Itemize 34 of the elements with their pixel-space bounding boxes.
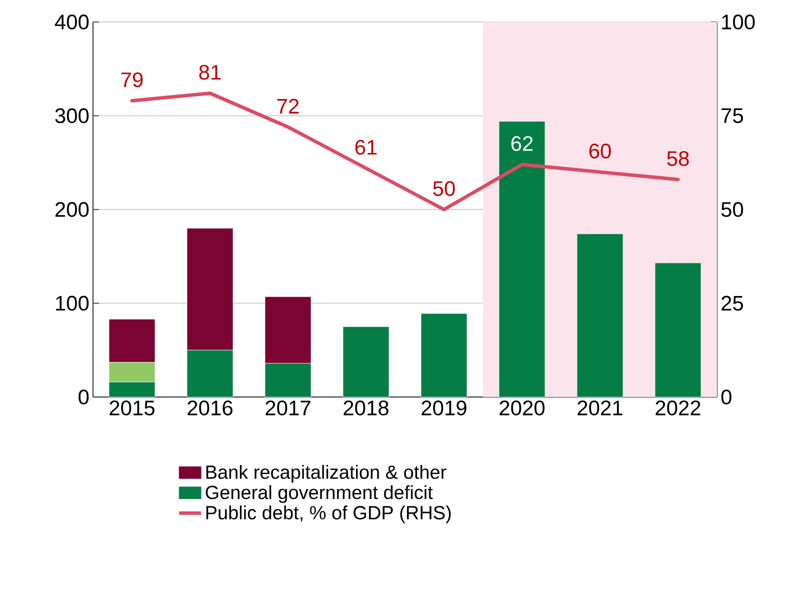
y-tick-label: 400 [54,14,89,30]
y2-tick-label: 75 [722,108,744,124]
x-tick-label: 2016 [188,400,232,416]
data-label: 50 [433,181,455,196]
data-label: 79 [121,72,143,88]
data-label: 61 [355,140,377,155]
legend-label: Public debt, % of GDP (RHS) [206,505,451,524]
data-label: 60 [589,144,611,158]
y2-tick-label: 0 [721,390,732,404]
data-label: 58 [667,151,689,166]
legend-label: Bank recapitalization & other [206,464,446,483]
y2-tick-label: 50 [721,202,744,217]
y-tick-label: 300 [55,108,89,124]
y-tick-label: 0 [78,390,89,404]
x-tick-label: 2020 [500,400,545,416]
x-tick-label: 2021 [578,400,622,416]
bar [654,262,702,398]
y-tick-label: 100 [56,296,89,311]
x-tick-label: 2022 [656,400,700,416]
bar [342,326,390,398]
legend-label: General government deficit [206,485,433,503]
y2-tick-label: 100 [722,14,755,30]
bar [420,313,468,398]
bar [498,121,546,398]
x-tick-label: 2017 [266,400,310,416]
y2-tick-label: 25 [722,296,744,311]
y-tick-label: 200 [55,202,89,217]
data-label: 62 [511,136,533,151]
x-tick-label: 2018 [344,400,388,416]
data-label: 81 [199,64,221,80]
x-tick-label: 2015 [110,400,154,416]
bar [576,234,624,398]
x-tick-label: 2019 [422,400,466,416]
data-label: 72 [277,98,299,114]
